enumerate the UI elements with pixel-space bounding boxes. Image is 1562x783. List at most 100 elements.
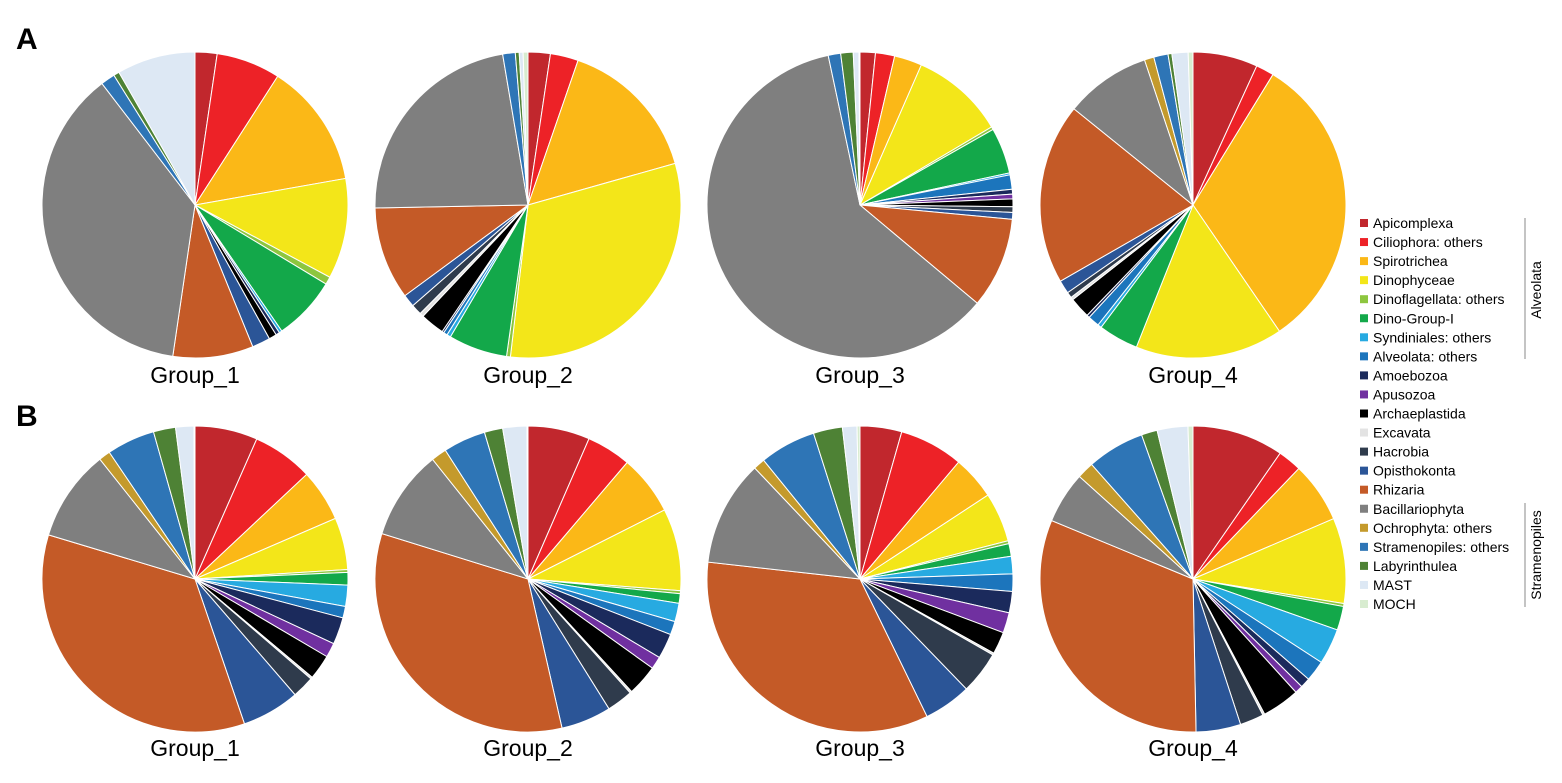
legend-item: MAST <box>1360 577 1412 593</box>
alveolata-bracket: Alveolata <box>1524 218 1544 359</box>
pie-slice-spirotrichea <box>193 75 347 206</box>
legend-label: Ochrophyta: others <box>1373 520 1492 536</box>
pie-a-group-4: Group_4 <box>1039 51 1347 388</box>
legend-label: Stramenopiles: others <box>1373 539 1509 555</box>
legend-swatch <box>1360 428 1368 437</box>
legend-swatch <box>1360 257 1368 266</box>
legend-label: MAST <box>1373 577 1412 593</box>
panel-letter-a: A <box>16 23 38 56</box>
pie-slice-bacillariophyta <box>1073 59 1195 207</box>
legend-label: Amoebozoa <box>1373 367 1448 383</box>
legend-swatch <box>1360 504 1368 513</box>
legend-label: Dinophyceae <box>1373 272 1455 288</box>
stramenopiles-bracket-label: Stramenopiles <box>1528 510 1544 600</box>
legend-item: Hacrobia <box>1360 444 1429 460</box>
legend-item: Alveolata: others <box>1360 348 1477 364</box>
pie-slice-rhizaria <box>1039 519 1197 733</box>
pie-slice-dinophyceae <box>858 64 993 207</box>
legend-item: Apicomplexa <box>1360 215 1453 231</box>
pie-slice-dinophyceae <box>509 162 682 359</box>
legend-label: Dinoflagellata: others <box>1373 291 1505 307</box>
legend-swatch <box>1360 523 1368 532</box>
pie-slice-rhizaria <box>706 561 928 733</box>
legend-label: Spirotrichea <box>1373 253 1448 269</box>
legend-swatch <box>1360 600 1368 608</box>
pie-b-group-4: Group_4 <box>1039 425 1347 761</box>
pie-a-group-2: Group_2 <box>374 51 682 388</box>
legend-swatch <box>1360 580 1368 589</box>
pie-slice-dinophyceae <box>526 509 682 592</box>
pie-slice-bacillariophyta <box>47 458 197 580</box>
legend-swatch <box>1360 561 1368 570</box>
legend-label: Excavata <box>1373 425 1431 441</box>
legend-swatch <box>1360 219 1368 227</box>
pie-b-group-2: Group_2 <box>374 425 682 761</box>
legend-swatch <box>1360 314 1368 323</box>
legend-label: Hacrobia <box>1373 444 1429 460</box>
pie-slice-moch <box>526 425 529 580</box>
legend-item: Dinophyceae <box>1360 272 1455 288</box>
pie-slice-bacillariophyta <box>374 53 529 209</box>
legend-swatch <box>1360 238 1368 247</box>
legend: Apicomplexa Ciliophora: others Spirotriche… <box>1360 215 1509 612</box>
legend-item: Excavata <box>1360 425 1431 441</box>
legend-label: Rhizaria <box>1373 482 1425 498</box>
legend-item: Rhizaria <box>1360 482 1425 498</box>
pie-slice-moch <box>1187 425 1194 580</box>
pie-slice-dinophyceae <box>1191 518 1347 605</box>
legend-item: Ochrophyta: others <box>1360 520 1492 536</box>
pie-slice-bacillariophyta <box>381 458 530 580</box>
legend-item: Ciliophora: others <box>1360 234 1483 250</box>
pie-slice-bacillariophyta <box>707 467 862 580</box>
pie-a-group-3: Group_3 <box>706 51 1014 388</box>
legend-label: Apicomplexa <box>1373 215 1453 231</box>
legend-swatch <box>1360 485 1368 494</box>
legend-swatch <box>1360 352 1368 361</box>
pie-slice-rhizaria <box>1039 108 1194 282</box>
group-label: Group_2 <box>483 735 573 761</box>
legend-label: Archaeplastida <box>1373 406 1466 422</box>
pie-slice-mast <box>118 51 196 207</box>
pie-slice-dinophyceae <box>1135 203 1281 359</box>
legend-item: Opisthokonta <box>1360 463 1456 479</box>
pie-slice-rhizaria <box>374 204 530 297</box>
pie-b-group-1: Group_1 <box>41 425 349 761</box>
legend-item: Stramenopiles: others <box>1360 539 1509 555</box>
legend-label: Labyrinthulea <box>1373 558 1457 574</box>
legend-swatch <box>1360 409 1368 418</box>
legend-item: Apusozoa <box>1360 386 1435 402</box>
group-label: Group_4 <box>1148 362 1238 388</box>
legend-label: Opisthokonta <box>1373 463 1456 479</box>
legend-label: Ciliophora: others <box>1373 234 1483 250</box>
legend-item: Dinoflagellata: others <box>1360 291 1505 307</box>
group-label: Group_3 <box>815 735 905 761</box>
legend-swatch <box>1360 371 1368 380</box>
legend-swatch <box>1360 390 1368 399</box>
legend-label: Bacillariophyta <box>1373 501 1464 517</box>
pie-slice-spirotrichea <box>1192 73 1347 332</box>
pie-slice-rhizaria <box>858 204 1013 304</box>
legend-item: Dino-Group-I <box>1360 310 1454 326</box>
pie-slice-bacillariophyta <box>41 82 196 357</box>
legend-item: Amoebozoa <box>1360 367 1448 383</box>
pie-charts: Group_1 Group_2 Group_3 Group_4 Group_1 Group… <box>41 51 1347 761</box>
legend-swatch <box>1360 466 1368 475</box>
pie-slice-apicomplexa <box>1192 425 1281 581</box>
legend-item: Labyrinthulea <box>1360 558 1457 574</box>
pie-slice-bacillariophyta <box>706 54 978 359</box>
group-label: Group_2 <box>483 362 573 388</box>
legend-label: Apusozoa <box>1373 386 1435 402</box>
pie-slice-moch <box>193 425 196 580</box>
group-label: Group_4 <box>1148 735 1238 761</box>
group-label: Group_1 <box>150 735 240 761</box>
pie-slice-moch <box>858 51 861 206</box>
pie-b-group-3: Group_3 <box>706 425 1014 761</box>
legend-label: MOCH <box>1373 596 1416 612</box>
pie-slice-spirotrichea <box>527 59 676 206</box>
pie-slice-moch <box>522 51 529 206</box>
legend-swatch <box>1360 295 1368 304</box>
group-label: Group_1 <box>150 362 240 388</box>
group-label: Group_3 <box>815 362 905 388</box>
legend-swatch <box>1360 542 1368 551</box>
